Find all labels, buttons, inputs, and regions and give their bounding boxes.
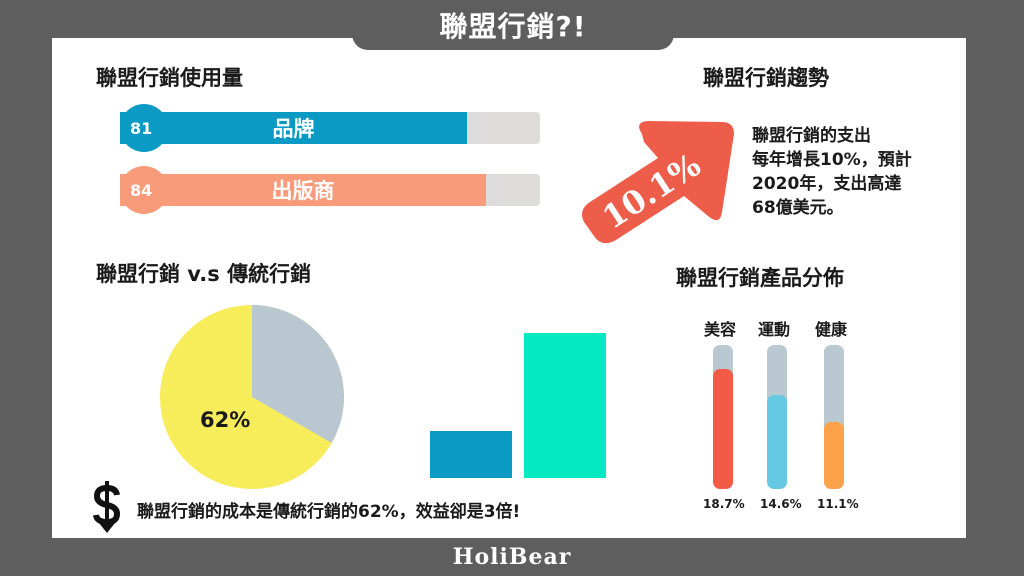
tube-health xyxy=(824,345,844,489)
dollar-down-icon xyxy=(93,481,121,533)
bar-fill xyxy=(120,174,486,206)
trend-line: 每年增長10%，預計 xyxy=(752,150,912,170)
tube-value-beauty: 18.7% xyxy=(703,497,745,511)
pie-slice-other xyxy=(252,305,344,443)
bar-label: 出版商 xyxy=(271,179,335,203)
distribution-title: 聯盟行銷產品分佈 xyxy=(676,266,844,290)
bar-label: 品牌 xyxy=(272,117,315,141)
bar-value-badge: 84 xyxy=(120,166,168,214)
page-title: 聯盟行銷?! xyxy=(352,0,674,50)
bar-fill xyxy=(120,112,467,144)
trend-description: 聯盟行銷的支出 每年增長10%，預計 2020年，支出高達 68億美元。 xyxy=(752,124,912,220)
cost-note: 聯盟行銷的成本是傳統行銷的62%，效益卻是3倍! xyxy=(137,502,521,522)
tube-value-sports: 14.6% xyxy=(760,497,802,511)
trend-line: 68億美元。 xyxy=(752,198,844,218)
tube-fill xyxy=(767,395,787,489)
tube-fill xyxy=(713,369,733,489)
tube-sports xyxy=(767,345,787,489)
trend-arrow-icon: 10.1% xyxy=(582,121,734,244)
usage-bar-publisher: 出版商 84 xyxy=(120,166,540,214)
tube-value-health: 11.1% xyxy=(817,497,859,511)
tube-label-health: 健康 xyxy=(815,320,848,339)
trend-line: 聯盟行銷的支出 xyxy=(752,126,871,146)
pie-label: 62% xyxy=(200,408,251,432)
comparison-title: 聯盟行銷 v.s 傳統行銷 xyxy=(96,262,312,286)
usage-title: 聯盟行銷使用量 xyxy=(96,66,243,90)
tube-beauty xyxy=(713,345,733,489)
tube-fill xyxy=(824,422,844,489)
benefit-bar-traditional xyxy=(430,431,512,478)
cost-pie-chart xyxy=(160,305,344,489)
benefit-bar-affiliate xyxy=(524,333,606,478)
tube-label-beauty: 美容 xyxy=(704,320,737,339)
trend-title: 聯盟行銷趨勢 xyxy=(703,66,829,90)
trend-line: 2020年，支出高達 xyxy=(752,174,902,194)
tube-label-sports: 運動 xyxy=(758,320,791,339)
brand-logo: HoliBear xyxy=(452,544,572,570)
usage-bar-brand: 品牌 81 xyxy=(120,104,540,152)
bar-value-badge: 81 xyxy=(120,104,168,152)
